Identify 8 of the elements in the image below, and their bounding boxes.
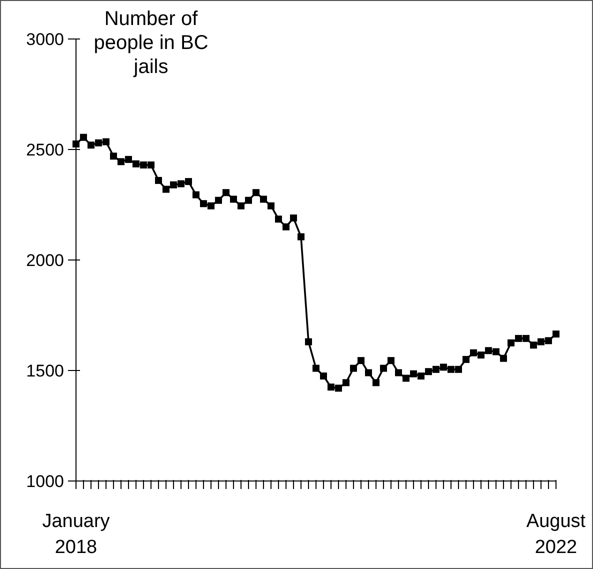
y-tick-label: 2500 <box>26 140 64 160</box>
y-tick-label: 1500 <box>26 361 64 380</box>
x-tick-label: January 2018 <box>42 511 110 558</box>
x-tick-label: August 2022 <box>526 511 586 558</box>
y-tick-label: 3000 <box>26 30 64 49</box>
y-tick-label: 1000 <box>26 472 64 491</box>
y-tick-label: 2000 <box>26 250 64 270</box>
chart-title: Number of people in BC jails <box>92 7 210 79</box>
